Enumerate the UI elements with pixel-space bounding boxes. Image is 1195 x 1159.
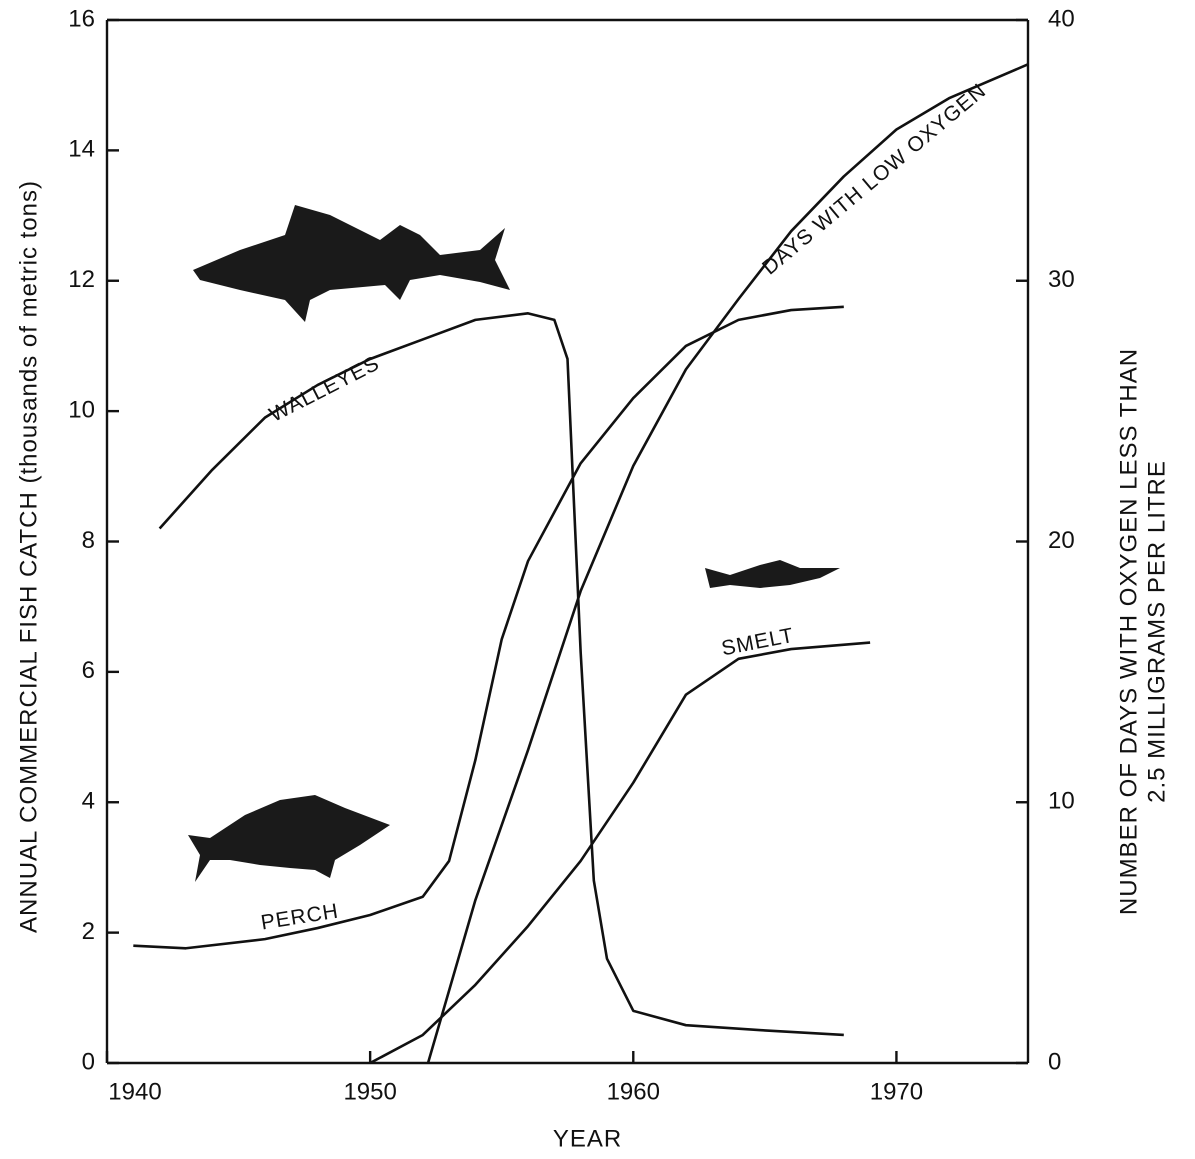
series-line (369, 641, 871, 1065)
y-tick-label: 6 (82, 657, 95, 684)
y2-axis-title: 2.5 MILLIGRAMS PER LITRE (1143, 460, 1170, 803)
y2-axis-title: NUMBER OF DAYS WITH OXYGEN LESS THAN (1115, 348, 1142, 915)
y-tick-label: 14 (68, 136, 95, 163)
y-tick-label: 10 (68, 396, 95, 423)
walleye-icon (193, 205, 510, 322)
y2-tick-label: 0 (1048, 1048, 1061, 1075)
y-tick-label: 4 (82, 788, 95, 815)
series-line (426, 63, 1029, 1064)
y-tick-label: 16 (68, 5, 95, 32)
y2-tick-label: 20 (1048, 527, 1075, 554)
y2-tick-label: 40 (1048, 5, 1075, 32)
y-tick-label: 2 (82, 918, 95, 945)
perch-icon (188, 795, 390, 882)
curve-label: WALLEYES (266, 352, 384, 427)
x-axis-title: YEAR (553, 1125, 622, 1152)
curve-label: DAYS WITH LOW OXYGEN (758, 79, 991, 279)
x-tick-label: 1970 (870, 1078, 923, 1105)
x-tick-label: 1940 (108, 1078, 161, 1105)
x-tick-label: 1950 (343, 1078, 396, 1105)
y-axis-title: ANNUAL COMMERCIAL FISH CATCH (thousands … (15, 180, 42, 933)
y-tick-label: 8 (82, 527, 95, 554)
y-tick-label: 12 (68, 266, 95, 293)
y2-tick-label: 30 (1048, 266, 1075, 293)
smelt-icon (705, 560, 840, 588)
series-line (158, 312, 844, 1037)
y2-tick-label: 10 (1048, 788, 1075, 815)
y-tick-label: 0 (82, 1048, 95, 1075)
x-tick-label: 1960 (607, 1078, 660, 1105)
curve-label: PERCH (259, 900, 340, 935)
